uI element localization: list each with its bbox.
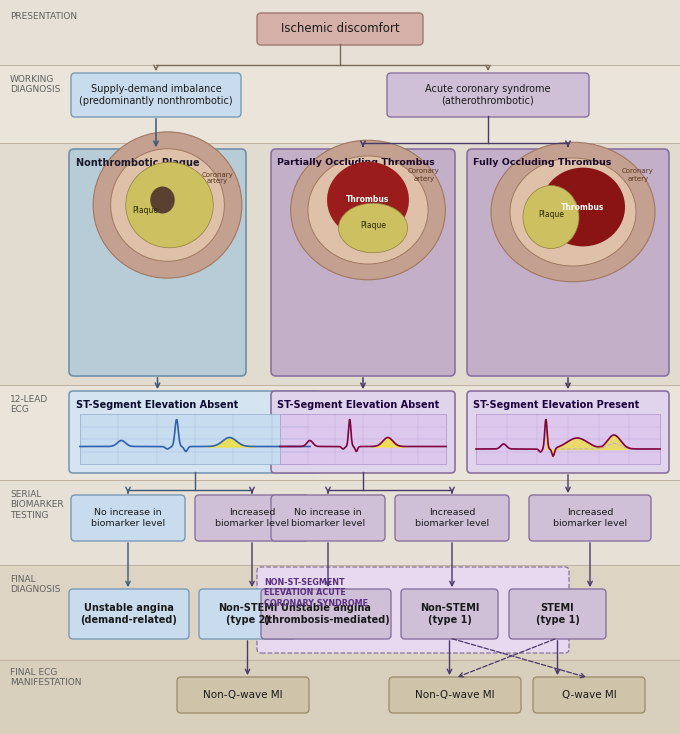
- Text: Coronary
artery: Coronary artery: [201, 172, 233, 184]
- Bar: [0, 0, 680, 65]
- Bar: [0, 143, 680, 385]
- Text: Nonthrombotic Plaque: Nonthrombotic Plaque: [76, 158, 200, 168]
- Text: NON-ST-SEGMENT
ELEVATION ACUTE
CORONARY SYNDROME: NON-ST-SEGMENT ELEVATION ACUTE CORONARY …: [264, 578, 368, 608]
- Text: Increased
biomarker level: Increased biomarker level: [553, 509, 627, 528]
- Text: ST-Segment Elevation Present: ST-Segment Elevation Present: [473, 400, 639, 410]
- Text: ST-Segment Elevation Absent: ST-Segment Elevation Absent: [76, 400, 238, 410]
- Text: Fully Occluding Thrombus: Fully Occluding Thrombus: [473, 158, 611, 167]
- Text: WORKING
DIAGNOSIS: WORKING DIAGNOSIS: [10, 75, 61, 95]
- Text: SERIAL
BIOMARKER
TESTING: SERIAL BIOMARKER TESTING: [10, 490, 64, 520]
- Ellipse shape: [327, 161, 409, 239]
- Text: Q-wave MI: Q-wave MI: [562, 690, 616, 700]
- FancyBboxPatch shape: [69, 589, 189, 639]
- Text: No increase in
biomarker level: No increase in biomarker level: [91, 509, 165, 528]
- Ellipse shape: [93, 132, 242, 278]
- Text: Unstable angina
(thrombosis-mediated): Unstable angina (thrombosis-mediated): [262, 603, 390, 625]
- Text: Non-Q-wave MI: Non-Q-wave MI: [203, 690, 283, 700]
- Text: Plaque: Plaque: [538, 210, 564, 219]
- Bar: [0, 65, 680, 143]
- Bar: [0, 660, 680, 734]
- Text: No increase in
biomarker level: No increase in biomarker level: [291, 509, 365, 528]
- Text: Partially Occluding Thrombus: Partially Occluding Thrombus: [277, 158, 435, 167]
- Bar: [80, 414, 310, 464]
- Bar: [0, 480, 680, 565]
- Text: Non-STEMI
(type 1): Non-STEMI (type 1): [420, 603, 479, 625]
- FancyBboxPatch shape: [401, 589, 498, 639]
- FancyBboxPatch shape: [257, 13, 423, 45]
- FancyBboxPatch shape: [271, 391, 455, 473]
- FancyBboxPatch shape: [71, 495, 185, 541]
- Text: Supply-demand imbalance
(predominantly nonthrombotic): Supply-demand imbalance (predominantly n…: [79, 84, 233, 106]
- Text: Thrombus: Thrombus: [346, 195, 390, 205]
- Ellipse shape: [523, 186, 579, 249]
- FancyBboxPatch shape: [271, 495, 385, 541]
- Ellipse shape: [541, 167, 625, 247]
- Ellipse shape: [111, 149, 224, 261]
- Text: Coronary
artery: Coronary artery: [408, 169, 440, 181]
- Text: PRESENTATION: PRESENTATION: [10, 12, 77, 21]
- Bar: [476, 414, 660, 464]
- FancyBboxPatch shape: [387, 73, 589, 117]
- FancyBboxPatch shape: [69, 391, 321, 473]
- FancyBboxPatch shape: [395, 495, 509, 541]
- Text: Plaque: Plaque: [360, 221, 386, 230]
- Text: Non-Q-wave MI: Non-Q-wave MI: [415, 690, 495, 700]
- Text: Acute coronary syndrome
(atherothrombotic): Acute coronary syndrome (atherothromboti…: [425, 84, 551, 106]
- FancyBboxPatch shape: [71, 73, 241, 117]
- Bar: [280, 414, 446, 464]
- FancyBboxPatch shape: [69, 149, 246, 376]
- Ellipse shape: [150, 186, 175, 214]
- FancyBboxPatch shape: [389, 677, 521, 713]
- Ellipse shape: [308, 156, 428, 264]
- Text: Unstable angina
(demand-related): Unstable angina (demand-related): [80, 603, 177, 625]
- FancyBboxPatch shape: [177, 677, 309, 713]
- FancyBboxPatch shape: [467, 391, 669, 473]
- FancyBboxPatch shape: [271, 149, 455, 376]
- Text: Thrombus: Thrombus: [561, 203, 605, 211]
- Text: 12-LEAD
ECG: 12-LEAD ECG: [10, 395, 48, 415]
- Bar: [0, 385, 680, 480]
- Text: Increased
biomarker level: Increased biomarker level: [215, 509, 289, 528]
- Text: FINAL ECG
MANIFESTATION: FINAL ECG MANIFESTATION: [10, 668, 82, 688]
- Text: ST-Segment Elevation Absent: ST-Segment Elevation Absent: [277, 400, 439, 410]
- Text: STEMI
(type 1): STEMI (type 1): [536, 603, 579, 625]
- FancyBboxPatch shape: [199, 589, 296, 639]
- FancyBboxPatch shape: [533, 677, 645, 713]
- Text: Ischemic discomfort: Ischemic discomfort: [281, 23, 399, 35]
- Text: Coronary
artery: Coronary artery: [622, 169, 654, 181]
- FancyBboxPatch shape: [261, 589, 391, 639]
- Text: Non-STEMI
(type 2): Non-STEMI (type 2): [218, 603, 277, 625]
- FancyBboxPatch shape: [467, 149, 669, 376]
- Ellipse shape: [126, 162, 214, 248]
- Text: FINAL
DIAGNOSIS: FINAL DIAGNOSIS: [10, 575, 61, 595]
- Ellipse shape: [290, 140, 445, 280]
- Bar: [0, 565, 680, 660]
- Ellipse shape: [135, 172, 184, 222]
- FancyBboxPatch shape: [529, 495, 651, 541]
- FancyBboxPatch shape: [195, 495, 309, 541]
- FancyBboxPatch shape: [257, 567, 569, 653]
- Ellipse shape: [510, 158, 636, 266]
- Text: Plaque: Plaque: [133, 206, 158, 215]
- Ellipse shape: [491, 142, 655, 282]
- FancyBboxPatch shape: [509, 589, 606, 639]
- Ellipse shape: [339, 203, 407, 252]
- Text: Increased
biomarker level: Increased biomarker level: [415, 509, 489, 528]
